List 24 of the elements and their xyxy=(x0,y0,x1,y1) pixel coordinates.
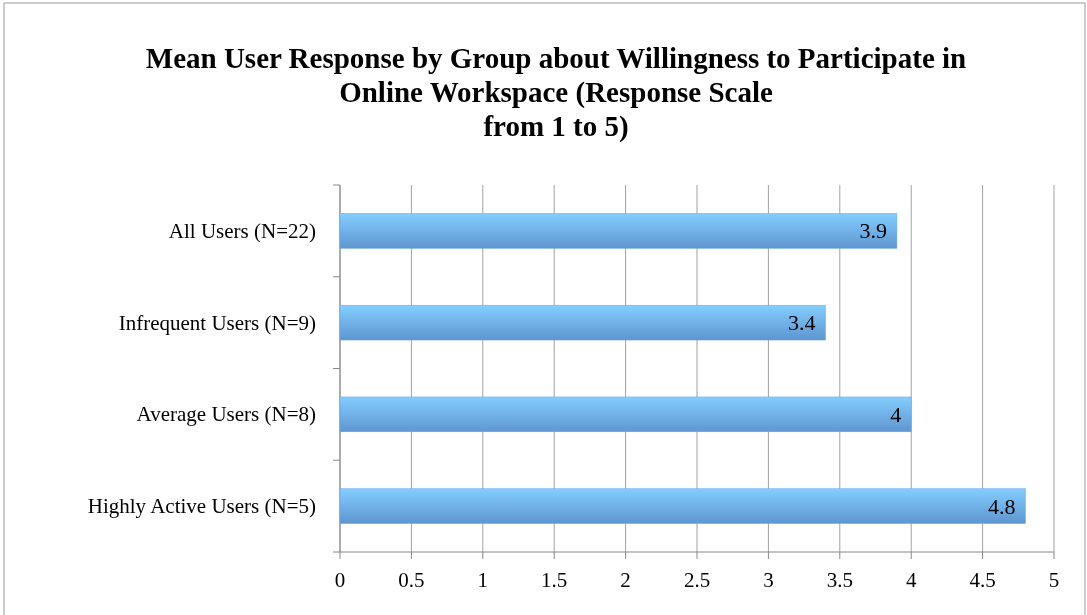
data-label: 3.4 xyxy=(788,310,816,336)
x-tick-label: 1 xyxy=(477,568,489,592)
y-tick-label: Infrequent Users (N=9) xyxy=(118,310,316,335)
data-label: 4 xyxy=(890,401,902,427)
bar xyxy=(339,396,912,433)
bar xyxy=(339,213,898,249)
data-label: 4.8 xyxy=(987,493,1016,519)
x-tick-label: 4.5 xyxy=(969,568,996,592)
x-tick-label: 3 xyxy=(763,568,774,592)
x-tick-label: 1.5 xyxy=(541,568,568,592)
x-tick-label: 2 xyxy=(620,568,631,592)
x-tick-label: 5 xyxy=(1048,568,1060,592)
y-tick-label: Highly Active Users (N=5) xyxy=(87,494,316,519)
bar xyxy=(339,488,1026,524)
y-tick-label: Average Users (N=8) xyxy=(136,402,316,427)
x-tick-label: 0.5 xyxy=(398,568,425,592)
x-tick-label: 2.5 xyxy=(683,568,711,592)
y-tick-label: All Users (N=22) xyxy=(168,218,316,243)
x-tick-label: 4 xyxy=(905,568,917,592)
bar xyxy=(339,304,826,341)
chart-title: Mean User Response by Group about Willingness to Participate in Online Workspace (Response Scale from 1 to 5) xyxy=(145,42,967,143)
x-tick-label: 0 xyxy=(334,568,346,592)
x-tick-label: 3.5 xyxy=(826,568,853,592)
data-label: 3.9 xyxy=(859,218,887,244)
